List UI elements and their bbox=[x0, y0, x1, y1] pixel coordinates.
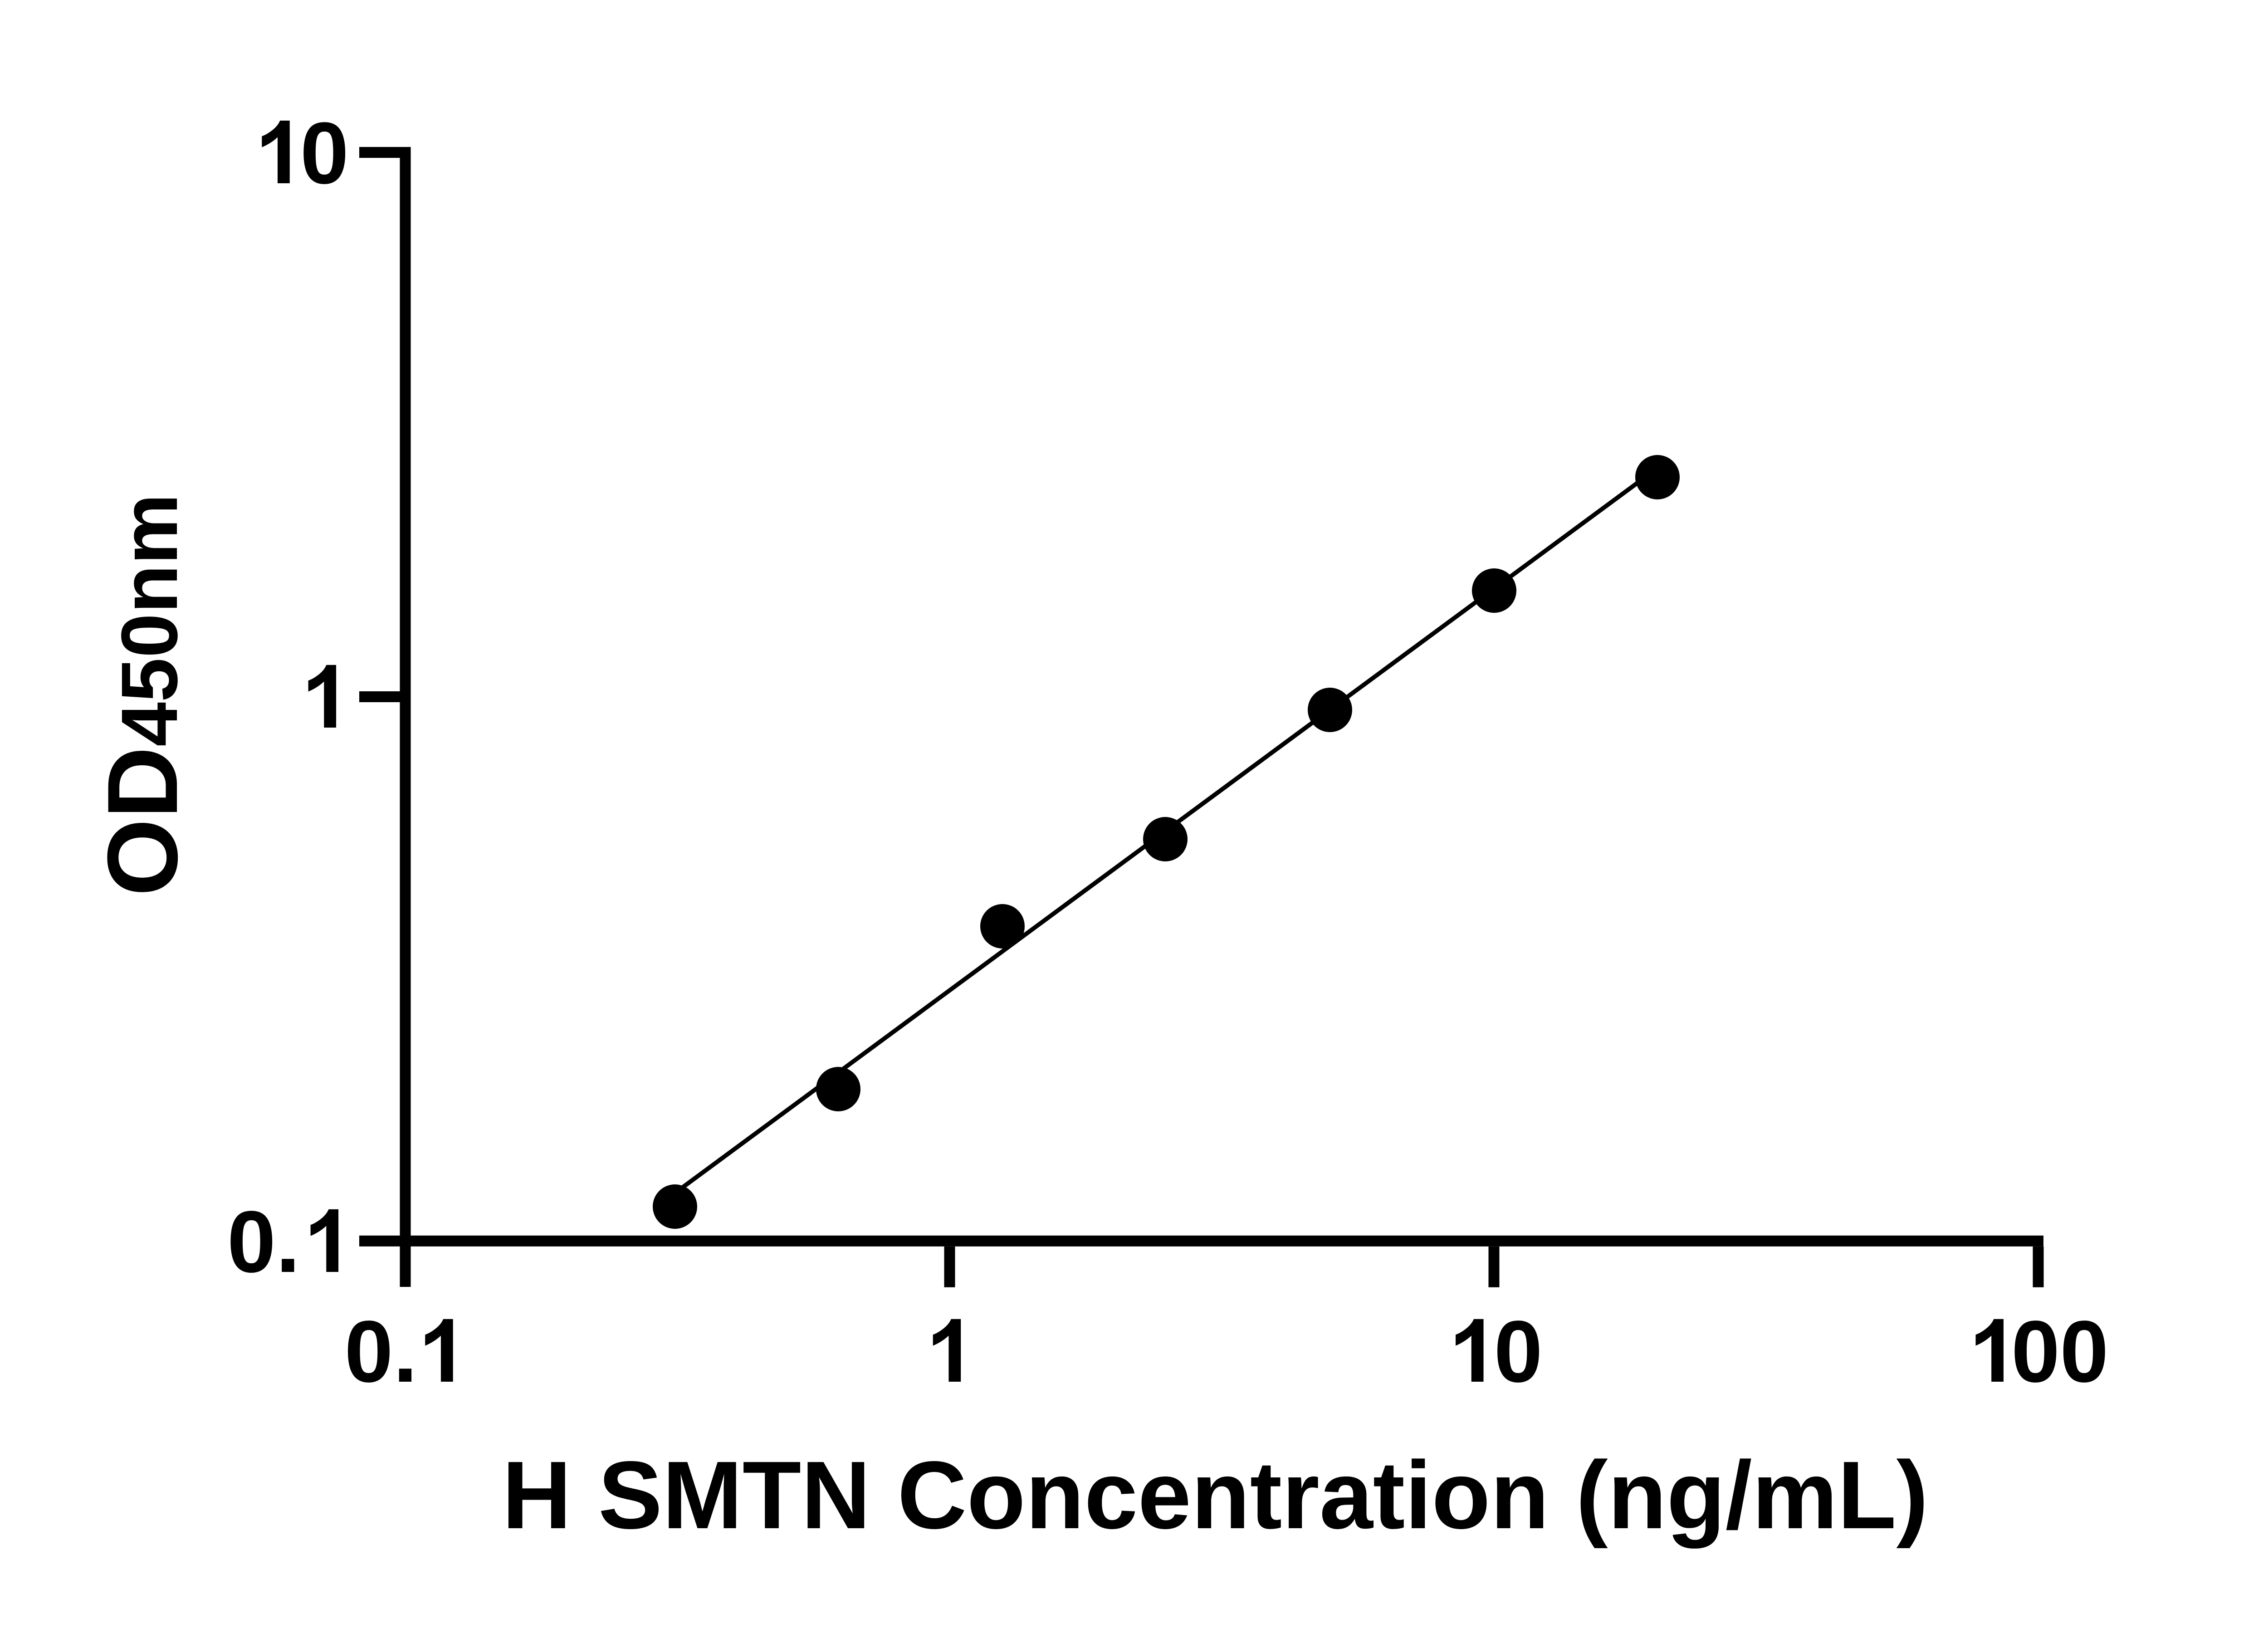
svg-text:0: 0 bbox=[1494, 1302, 1543, 1400]
svg-text:H SMTN Concentration (ng/mL): H SMTN Concentration (ng/mL) bbox=[502, 1441, 1928, 1549]
svg-text:OD450nm: OD450nm bbox=[87, 494, 198, 896]
svg-text:0.: 0. bbox=[227, 1193, 300, 1291]
svg-text:00: 00 bbox=[2011, 1302, 2109, 1400]
svg-text:0.: 0. bbox=[344, 1302, 417, 1400]
svg-text:0: 0 bbox=[300, 104, 349, 202]
